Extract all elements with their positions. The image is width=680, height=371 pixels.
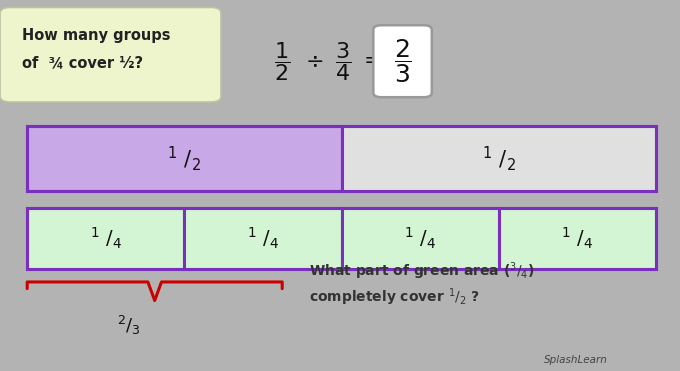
Bar (342, 208, 499, 269)
Text: $^1\ /_4$: $^1\ /_4$ (90, 226, 122, 251)
Bar (27, 126, 656, 191)
Bar (27, 208, 656, 269)
Text: How many groups: How many groups (22, 28, 171, 43)
Text: $\dfrac{2}{3}$: $\dfrac{2}{3}$ (394, 37, 411, 85)
Bar (499, 208, 656, 269)
Text: $\dfrac{1}{2}$: $\dfrac{1}{2}$ (274, 40, 290, 83)
Text: $^2/_3$: $^2/_3$ (117, 313, 141, 336)
Bar (184, 208, 341, 269)
Text: What part of green area ($^3/_4$): What part of green area ($^3/_4$) (309, 260, 535, 282)
Text: ÷: ÷ (305, 51, 324, 71)
Text: SplashLearn: SplashLearn (544, 355, 608, 365)
Text: $^1\ /_2$: $^1\ /_2$ (167, 144, 201, 173)
Bar (27, 208, 184, 269)
FancyBboxPatch shape (373, 25, 432, 97)
Text: =: = (363, 51, 382, 71)
Text: $^1\ /_4$: $^1\ /_4$ (404, 226, 437, 251)
Text: completely cover $^1/_2$ ?: completely cover $^1/_2$ ? (309, 286, 481, 308)
Text: $^1\ /_4$: $^1\ /_4$ (562, 226, 594, 251)
Text: $^1\ /_2$: $^1\ /_2$ (482, 144, 516, 173)
Bar (27, 126, 342, 191)
Bar (342, 126, 656, 191)
Text: $^1\ /_4$: $^1\ /_4$ (247, 226, 279, 251)
FancyBboxPatch shape (0, 7, 221, 102)
Polygon shape (150, 74, 218, 95)
Text: $\dfrac{3}{4}$: $\dfrac{3}{4}$ (335, 40, 352, 83)
Text: of  ¾ cover ½?: of ¾ cover ½? (22, 56, 143, 70)
